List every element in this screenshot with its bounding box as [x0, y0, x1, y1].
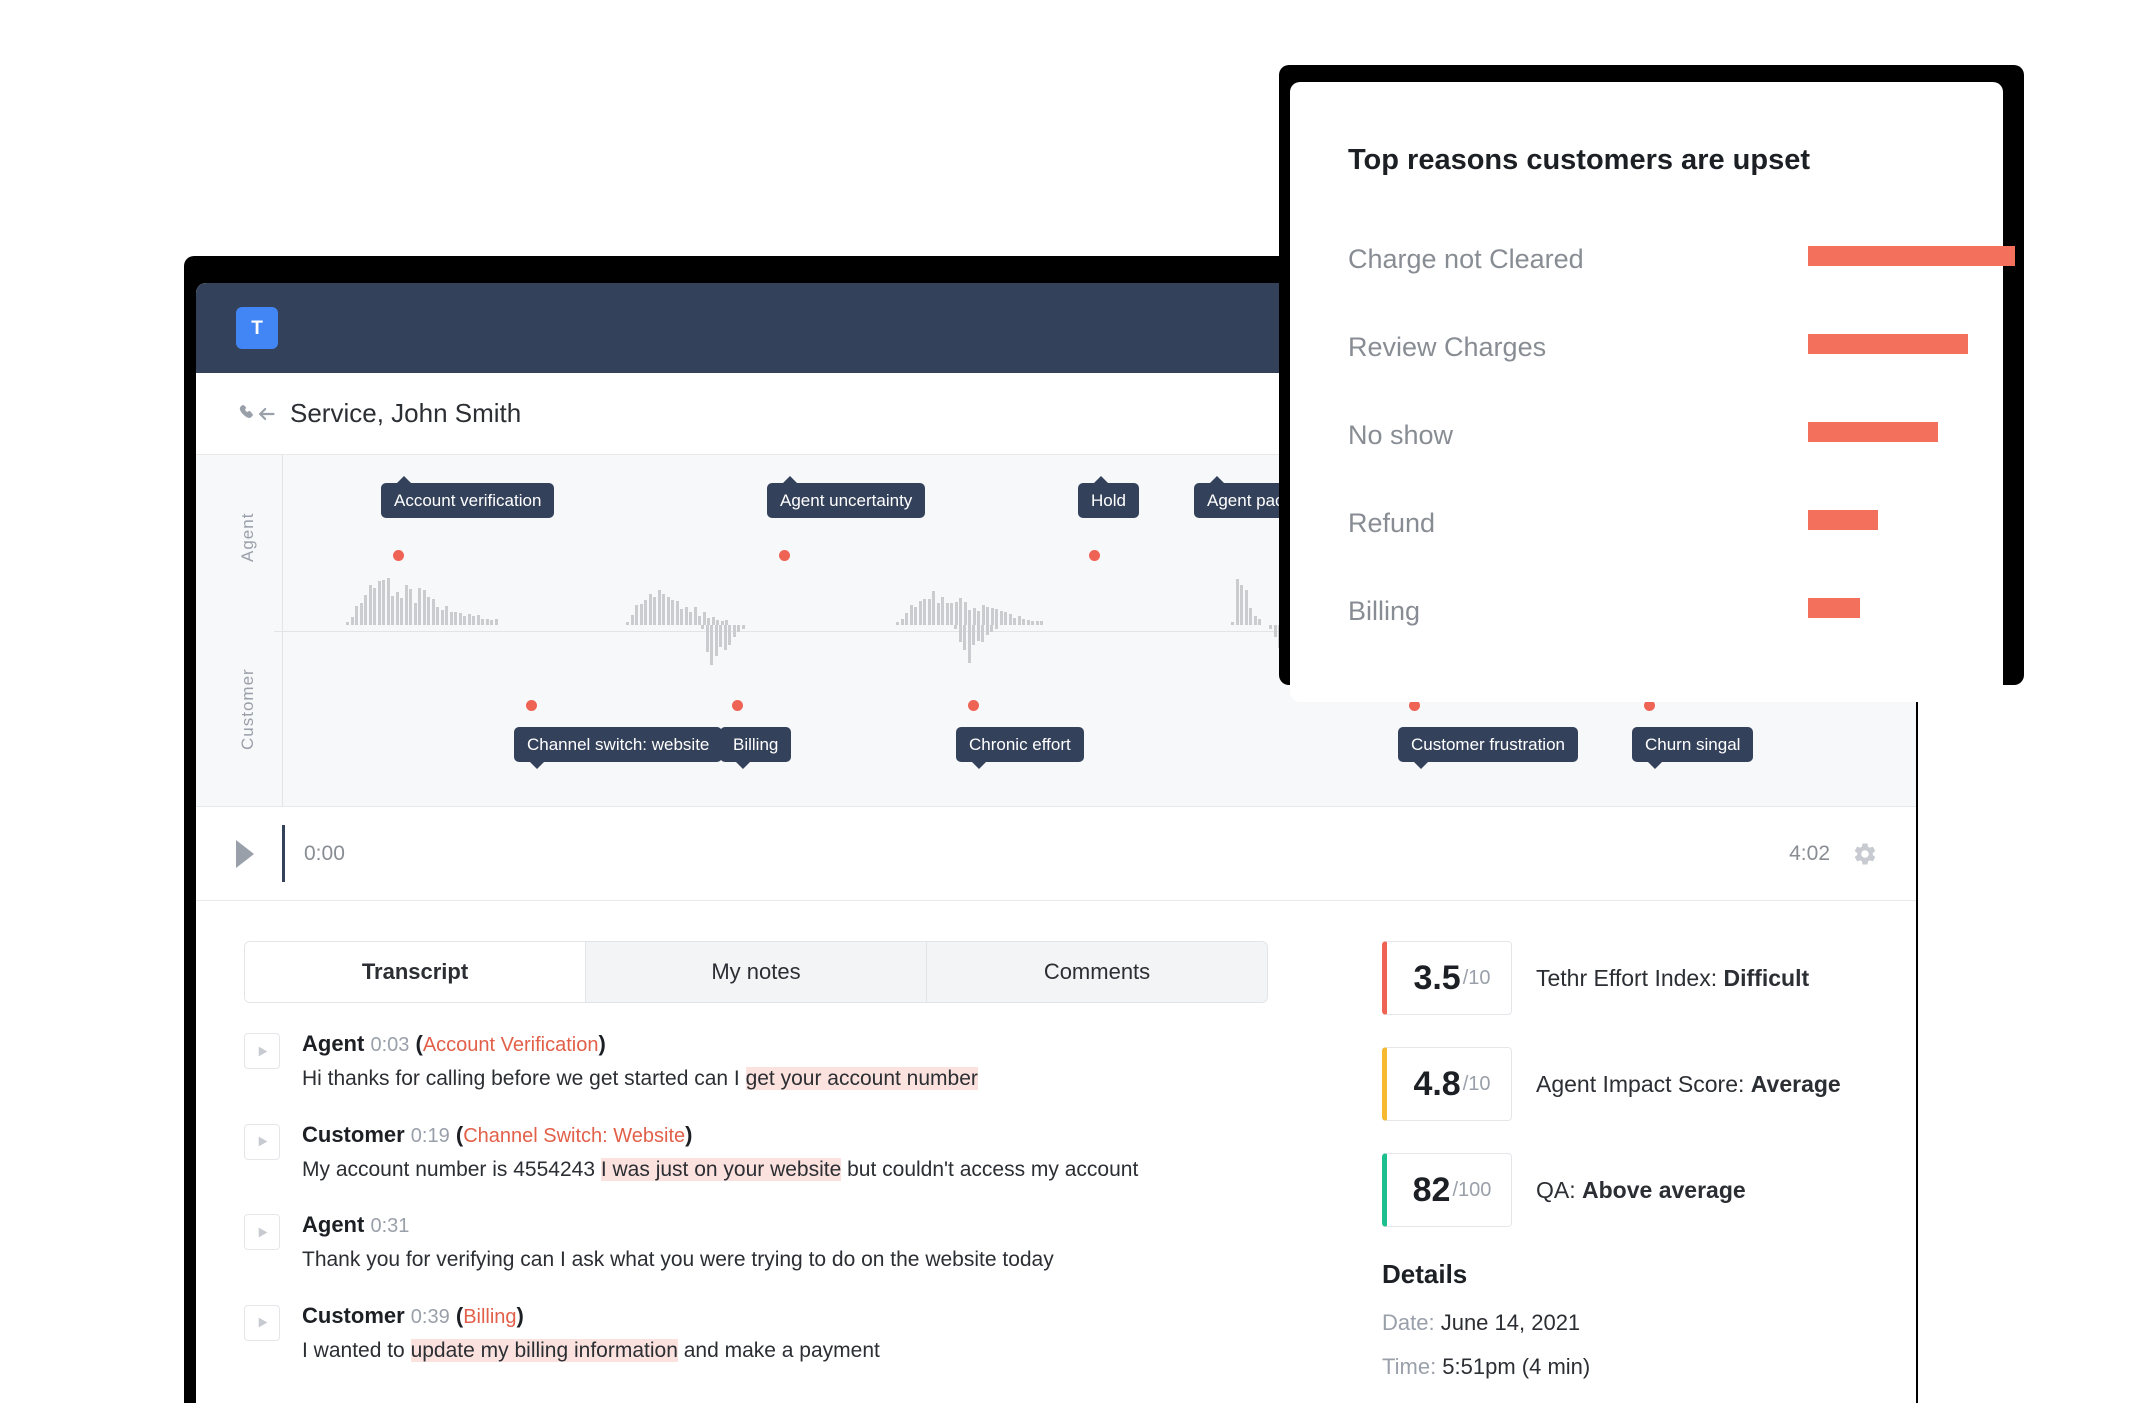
svg-text:T: T: [251, 318, 263, 339]
